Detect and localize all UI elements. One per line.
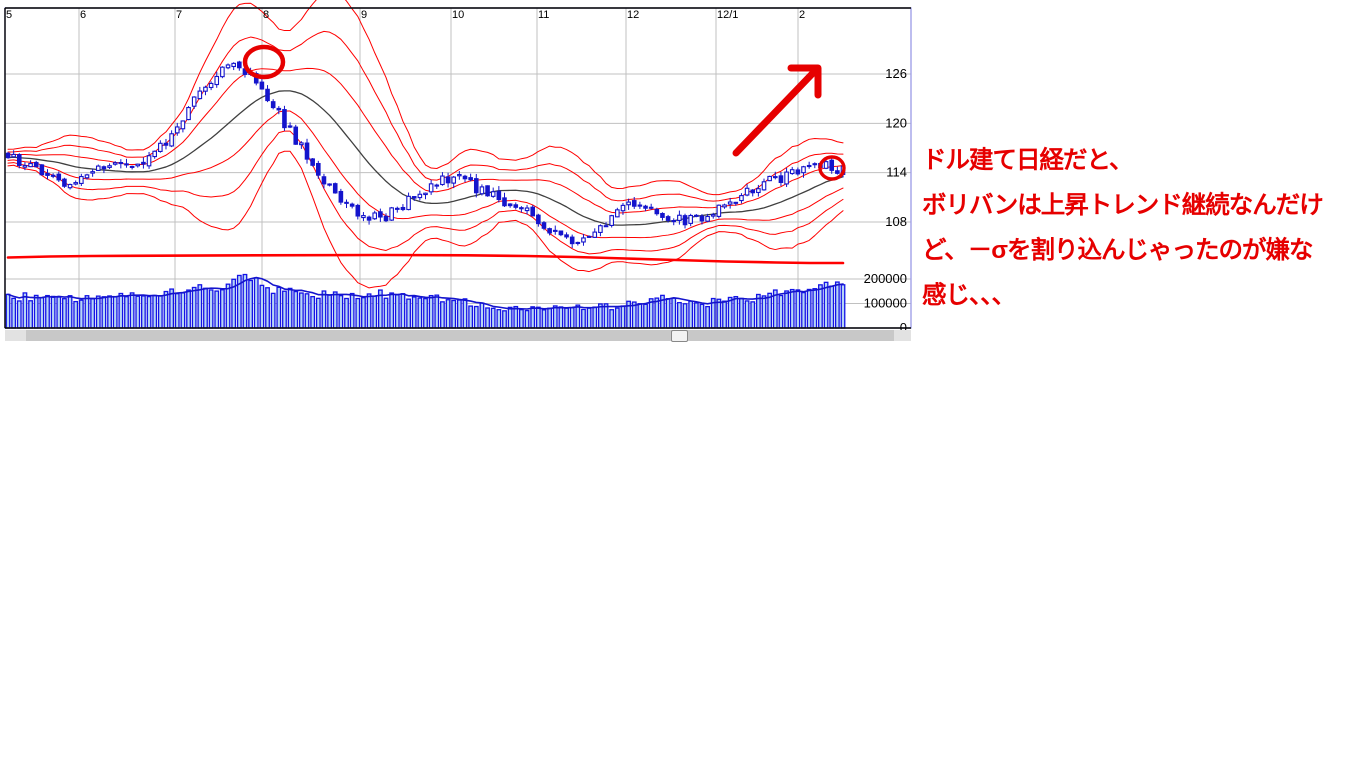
svg-text:7: 7 <box>176 9 182 21</box>
svg-text:126: 126 <box>885 66 907 81</box>
svg-text:200000: 200000 <box>864 271 907 286</box>
svg-text:2: 2 <box>799 9 805 21</box>
svg-text:12: 12 <box>627 9 639 21</box>
svg-text:114: 114 <box>886 165 907 180</box>
svg-text:5: 5 <box>6 9 12 21</box>
svg-text:120: 120 <box>885 115 907 130</box>
svg-text:6: 6 <box>80 9 86 21</box>
svg-text:9: 9 <box>361 9 367 21</box>
svg-text:10: 10 <box>452 9 464 21</box>
svg-text:11: 11 <box>538 9 549 21</box>
svg-text:8: 8 <box>263 9 269 21</box>
svg-text:12/1: 12/1 <box>717 9 738 21</box>
svg-text:100000: 100000 <box>864 296 907 311</box>
svg-text:108: 108 <box>885 214 907 229</box>
